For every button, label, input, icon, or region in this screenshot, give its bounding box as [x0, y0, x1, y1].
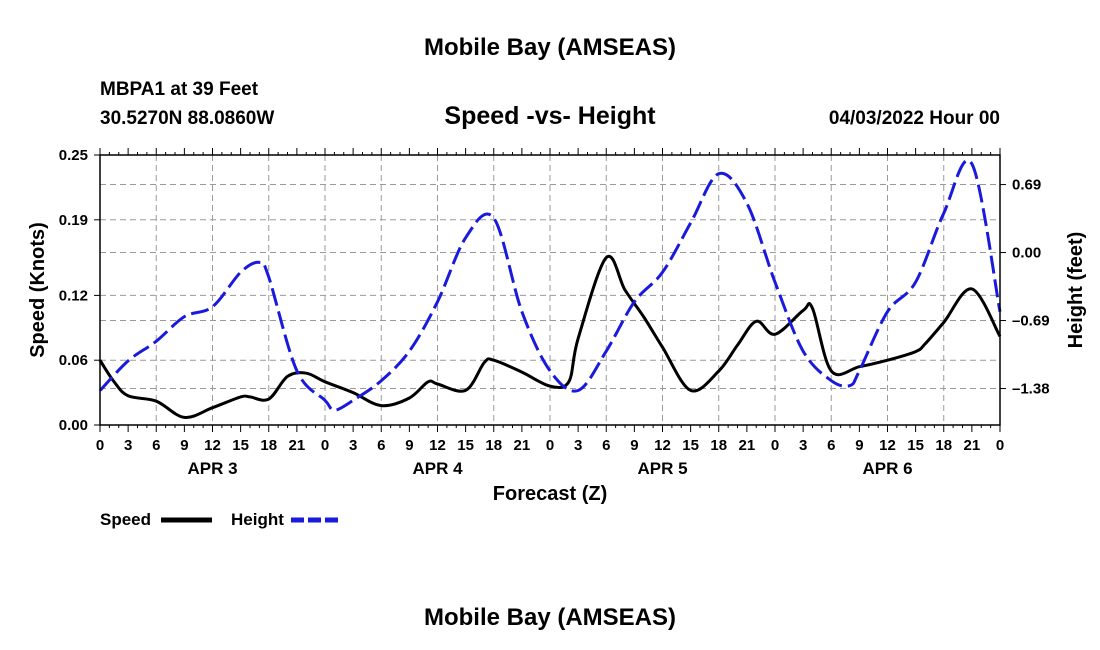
x-tick-label: 3	[124, 437, 132, 454]
series-line-speed	[98, 254, 1002, 419]
series-group	[98, 159, 1002, 419]
y-tick-label: 0.25	[59, 147, 88, 164]
footer-title: Mobile Bay (AMSEAS)	[424, 604, 676, 631]
x-tick-label: 3	[349, 437, 357, 454]
y2-tick-label: 0.69	[1012, 177, 1041, 194]
y-tick-label: 0.12	[59, 287, 88, 304]
x-tick-label: 6	[377, 437, 385, 454]
chart-title: Speed -vs- Height	[444, 102, 656, 130]
x-tick-label: 12	[204, 437, 221, 454]
y2-tick-label: 0.00	[1012, 245, 1041, 262]
forecast-datetime: 04/03/2022 Hour 00	[829, 108, 1000, 129]
x-tick-label: 6	[827, 437, 835, 454]
x-tick-label: 9	[855, 437, 863, 454]
x-tick-label: 21	[289, 437, 306, 454]
x-day-label: APR 5	[637, 459, 687, 478]
legend-height-label: Height	[231, 510, 284, 529]
x-axis-label: Forecast (Z)	[493, 483, 607, 505]
x-tick-label: 9	[405, 437, 413, 454]
y-axis-label: Speed (Knots)	[27, 222, 49, 358]
main-title: Mobile Bay (AMSEAS)	[424, 34, 676, 61]
x-tick-label: 12	[654, 437, 671, 454]
x-tick-label: 12	[429, 437, 446, 454]
x-day-label: APR 3	[187, 459, 237, 478]
x-day-label: APR 6	[862, 459, 912, 478]
y-tick-label: 0.19	[59, 212, 88, 229]
x-tick-label: 18	[935, 437, 952, 454]
x-tick-label: 15	[457, 437, 474, 454]
x-tick-label: 21	[514, 437, 531, 454]
station-coords: 30.5270N 88.0860W	[100, 108, 274, 129]
y-tick-label: 0.06	[59, 352, 88, 369]
x-tick-label: 18	[710, 437, 727, 454]
x-tick-label: 18	[485, 437, 502, 454]
x-tick-label: 0	[546, 437, 554, 454]
x-tick-label: 21	[739, 437, 756, 454]
x-tick-label: 15	[682, 437, 699, 454]
station-label: MBPA1 at 39 Feet	[100, 79, 259, 100]
x-tick-label: 3	[799, 437, 807, 454]
x-tick-label: 0	[96, 437, 104, 454]
series-line-height	[98, 159, 1002, 412]
x-tick-label: 15	[232, 437, 249, 454]
x-tick-label: 9	[180, 437, 188, 454]
x-tick-label: 0	[996, 437, 1004, 454]
grid-lines	[100, 155, 1000, 425]
x-tick-label: 9	[630, 437, 638, 454]
legend: Speed Height	[100, 510, 342, 529]
x-tick-label: 15	[907, 437, 924, 454]
legend-speed-label: Speed	[100, 510, 151, 529]
x-tick-label: 0	[771, 437, 779, 454]
y2-axis-label: Height (feet)	[1065, 232, 1087, 349]
y-tick-label: 0.00	[59, 417, 88, 434]
y2-tick-label: –1.38	[1012, 381, 1050, 398]
x-tick-label: 6	[602, 437, 610, 454]
axes-group: 0 3 6 9 12 15 18 21 0 3 6 9 12 15 18 21 0 3 6 9 12 15 18 21 0 3 6 9…	[59, 147, 1050, 478]
x-tick-label: 21	[964, 437, 981, 454]
x-tick-label: 3	[574, 437, 582, 454]
x-tick-label: 12	[879, 437, 896, 454]
y2-tick-label: –0.69	[1012, 313, 1050, 330]
x-tick-label: 18	[260, 437, 277, 454]
x-day-label: APR 4	[412, 459, 463, 478]
x-tick-label: 0	[321, 437, 329, 454]
x-tick-label: 6	[152, 437, 160, 454]
